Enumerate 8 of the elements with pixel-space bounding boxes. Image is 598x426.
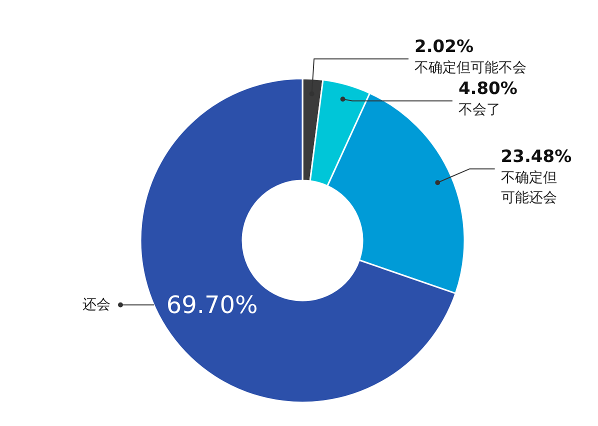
data-label: 2.02% [414, 36, 474, 57]
slice-label: 不确定但可能不会 [414, 60, 527, 76]
slice-label: 不确定但可能还会 [500, 170, 557, 206]
data-label: 69.70% [166, 290, 258, 319]
data-label: 23.48% [500, 146, 572, 167]
slice-label: 还会 [82, 296, 110, 313]
slice-label: 不会了 [458, 102, 500, 118]
data-label: 4.80% [458, 78, 518, 99]
